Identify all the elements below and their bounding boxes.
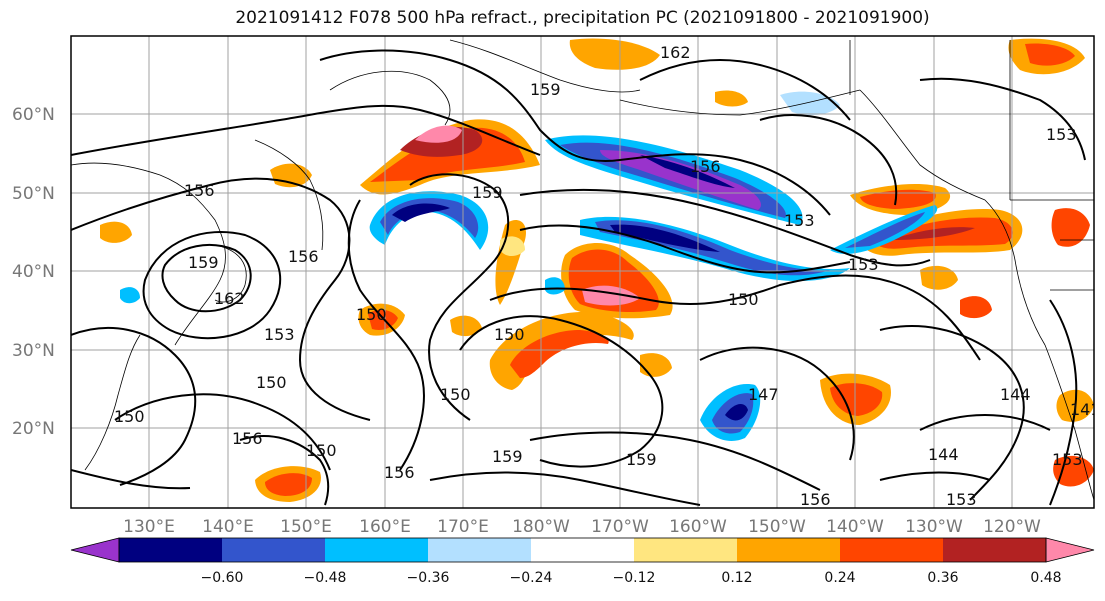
contour-label: 156: [690, 157, 721, 176]
lon-label: 130°W: [905, 517, 963, 537]
contour-label: 153: [848, 255, 879, 274]
lon-label: 170°W: [591, 517, 649, 537]
lat-label: 20°N: [12, 419, 55, 439]
contour-label: 150: [306, 441, 337, 460]
colorbar-tick-label: 0.12: [721, 570, 752, 586]
contour-label: 153: [784, 211, 815, 230]
map-frame: [70, 35, 1095, 509]
contour-label-group: 162 159 156 153 150 147 144 141 159 156 …: [114, 43, 1101, 509]
colorbar-tick-label: −0.60: [201, 570, 244, 586]
contour-label: 150: [356, 305, 387, 324]
lat-label: 30°N: [12, 341, 55, 361]
contour-label: 153: [264, 325, 295, 344]
map-panel: 162 159 156 153 150 147 144 141 159 156 …: [71, 36, 1101, 509]
colorbar-cell: [325, 538, 428, 562]
coastlines: [71, 39, 1094, 501]
colorbar-cell: [531, 538, 634, 562]
contour-label: 156: [184, 181, 215, 200]
colorbar-tick-label: 0.48: [1030, 570, 1061, 586]
contour-label: 156: [384, 463, 415, 482]
colorbar-cell: [737, 538, 840, 562]
contour-label: 156: [232, 429, 263, 448]
colorbar-cell: [70, 537, 120, 563]
lat-label: 40°N: [12, 262, 55, 282]
colorbar-cell: [119, 538, 222, 562]
latitude-axis: 60°N 50°N 40°N 30°N 20°N: [12, 105, 55, 439]
contour-label: 153: [946, 490, 977, 509]
colorbar-tick-label: −0.48: [304, 570, 347, 586]
lon-label: 160°E: [359, 517, 411, 537]
contour-label: 147: [748, 385, 779, 404]
contour-label: 156: [288, 247, 319, 266]
colorbar-cell: [428, 538, 531, 562]
contour-label: 159: [492, 447, 523, 466]
contour-label: 159: [530, 80, 561, 99]
contour-label: 150: [494, 325, 525, 344]
colorbar-tick-label: −0.24: [510, 570, 553, 586]
colorbar-tick-label: 0.24: [824, 570, 855, 586]
lon-label: 150°E: [280, 517, 332, 537]
colorbar-cell: [1045, 537, 1095, 563]
contour-label: 141: [1070, 400, 1101, 419]
colorbar-cell: [943, 538, 1046, 562]
colorbar-tick-label: 0.36: [927, 570, 958, 586]
lon-label: 160°W: [669, 517, 727, 537]
contour-label: 159: [626, 450, 657, 469]
lon-label: 180°W: [512, 517, 570, 537]
contour-label: 144: [928, 445, 959, 464]
colorbar-tick-label: −0.12: [613, 570, 656, 586]
map-title: 2021091412 F078 500 hPa refract., precip…: [235, 8, 930, 28]
lon-label: 130°E: [123, 517, 175, 537]
contour-label: 159: [188, 253, 219, 272]
shaded-field: [100, 38, 1094, 502]
lon-label: 140°W: [826, 517, 884, 537]
contour-label: 144: [1000, 385, 1031, 404]
lon-label: 170°E: [437, 517, 489, 537]
colorbar-tick-label: −0.36: [407, 570, 450, 586]
lon-label: 140°E: [202, 517, 254, 537]
lon-label: 120°W: [983, 517, 1041, 537]
contour-label: 162: [660, 43, 691, 62]
colorbar-cell: [634, 538, 737, 562]
colorbar-cell: [222, 538, 325, 562]
contour-label: 150: [440, 385, 471, 404]
lat-label: 60°N: [12, 105, 55, 125]
contour-label: 162: [214, 289, 245, 308]
contour-label: 153: [1052, 450, 1083, 469]
contour-label: 150: [256, 373, 287, 392]
contour-label: 150: [114, 407, 145, 426]
colorbar-outline: [118, 537, 1047, 563]
colorbar: −0.60 −0.48 −0.36 −0.24 −0.12 0.12 0.24 0.36 0.4…: [70, 537, 1095, 586]
contour-label: 150: [728, 290, 759, 309]
contour-label: 153: [1046, 125, 1077, 144]
lon-label: 150°W: [748, 517, 806, 537]
contour-label: 156: [800, 490, 831, 509]
height-contours: [71, 49, 1086, 506]
longitude-axis: 130°E 140°E 150°E 160°E 170°E 180°W 170°…: [123, 517, 1041, 537]
colorbar-cell: [840, 538, 943, 562]
lat-label: 50°N: [12, 184, 55, 204]
contour-label: 159: [472, 183, 503, 202]
